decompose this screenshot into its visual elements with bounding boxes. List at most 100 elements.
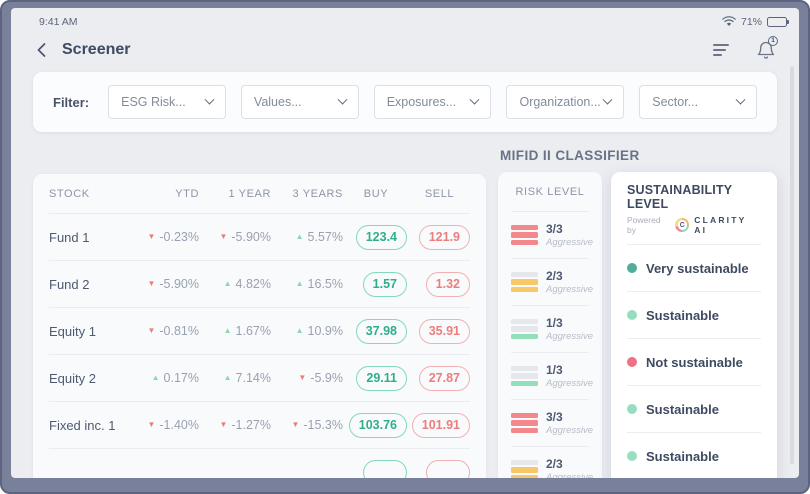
3years-change: ▲ 5.57% [295,230,343,244]
risk-row: 1/3 Aggressive [511,352,593,399]
buy-price-button[interactable]: 37.98 [355,318,407,344]
risk-score: 1/3 [546,315,563,330]
risk-score: 2/3 [546,268,563,283]
trend-icon: ▼ [147,326,156,335]
3years-change: ▼ -15.3% [291,418,343,432]
chevron-down-icon [470,94,480,105]
filter-bar: Filter: ESG Risk... Values... Exposures.… [33,72,777,132]
col-stock: STOCK [49,187,90,200]
buy-price-button[interactable]: 103.76 [348,412,407,438]
table-row[interactable]: Equity 2 ▲ 0.17% ▲ 7.14% ▼ -5.9% 29.11 27.8… [49,354,470,401]
buy-price-button[interactable]: 123.4 [355,224,407,250]
risk-bars-icon [511,271,538,293]
col-3years: 3 YEARS [292,187,343,200]
dropdown-sector[interactable]: Sector... [639,85,758,119]
screen: 9:41 AM 71% Screener [11,8,799,478]
risk-score: 2/3 [546,456,563,471]
notifications-button[interactable]: 1 [757,36,778,60]
sort-menu-icon[interactable] [713,44,729,56]
sell-price-button[interactable] [426,459,470,478]
sell-price-button[interactable]: 1.32 [425,271,470,297]
sell-price-button[interactable]: 121.9 [418,224,470,250]
sell-price-button[interactable]: 101.91 [411,412,470,438]
risk-row: 1/3 Aggressive [511,305,593,352]
risk-label: Aggressive [546,283,593,295]
chevron-down-icon [602,94,613,105]
trend-icon: ▲ [295,279,304,288]
sustainability-row: Not sustainable [627,339,761,386]
1year-change: ▲ 4.82% [223,277,271,291]
sustainability-dot-icon [627,310,637,320]
risk-row: 2/3 Aggressive [511,258,593,305]
trend-icon: ▲ [223,279,232,288]
dropdown-esg-risk[interactable]: ESG Risk... [108,85,226,119]
sustainability-row: Sustainable [627,386,761,433]
sustainability-label: Very sustainable [646,260,749,276]
1year-change: ▼ -1.27% [219,418,271,432]
col-ytd: YTD [175,187,199,200]
buy-price-button[interactable]: 1.57 [362,271,407,297]
status-time: 9:41 AM [39,15,78,28]
risk-row: 3/3 Aggressive [511,399,593,446]
bell-icon [757,40,775,60]
risk-row-partial: 2/3 Aggressive [511,446,593,478]
sustainability-dot-icon [627,357,637,367]
dropdown-organization[interactable]: Organization... [506,85,625,119]
3years-change: ▲ 10.9% [295,324,343,338]
trend-icon: ▼ [147,232,156,241]
trend-icon: ▼ [147,420,156,429]
scrollbar[interactable] [790,66,794,464]
battery-percent: 71% [740,15,762,28]
table-row-partial[interactable] [49,448,470,478]
risk-level-header: RISK LEVEL [515,185,585,198]
stock-name: Fund 1 [49,229,90,245]
chevron-down-icon [204,94,215,105]
sustainability-dot-icon [627,404,637,414]
chevron-left-icon [36,42,47,58]
back-button[interactable] [36,42,47,58]
powered-by-label: Powered by [627,215,661,235]
1year-change: ▲ 1.67% [223,324,271,338]
buy-price-button[interactable]: 29.11 [356,365,407,391]
risk-label: Aggressive [546,377,593,389]
table-row[interactable]: Fund 1 ▼ -0.23% ▼ -5.90% ▲ 5.57% 123.4 121.… [49,213,470,260]
dropdown-exposures[interactable]: Exposures... [373,85,492,119]
sell-price-button[interactable]: 35.91 [418,318,470,344]
risk-score: 1/3 [546,362,563,377]
sustainability-dot-icon [627,451,637,461]
classifier-title: MIFID II CLASSIFIER [500,148,640,163]
page-title: Screener [62,41,131,58]
trend-icon: ▼ [219,232,228,241]
col-1year: 1 YEAR [228,187,271,200]
stock-name: Fixed inc. 1 [49,417,116,433]
table-row[interactable]: Fund 2 ▼ -5.90% ▲ 4.82% ▲ 16.5% 1.57 1.32 [49,260,470,307]
sustainability-header: SUSTAINABILITY LEVEL Powered by C CLARIT… [627,172,761,245]
stock-name: Equity 1 [49,323,96,339]
battery-icon [767,16,789,27]
risk-bars-icon [511,318,538,340]
trend-icon: ▲ [223,373,232,382]
ytd-change: ▼ -0.81% [147,324,199,338]
1year-change: ▲ 7.14% [223,371,271,385]
trend-icon: ▼ [298,373,307,382]
risk-bars-icon [511,412,538,434]
sustainability-row: Sustainable [627,292,761,339]
sustainability-label: Sustainable [646,448,719,464]
ytd-change: ▼ -5.90% [147,277,199,291]
dropdown-values[interactable]: Values... [240,85,359,119]
sell-price-button[interactable]: 27.87 [418,365,470,391]
trend-icon: ▲ [295,326,304,335]
trend-icon: ▲ [223,326,232,335]
table-row[interactable]: Fixed inc. 1 ▼ -1.40% ▼ -1.27% ▼ -15.3% 103… [49,401,470,448]
buy-price-button[interactable] [363,459,407,478]
3years-change: ▲ 16.5% [295,277,343,291]
sustainability-label: Sustainable [646,307,719,323]
app-header: Screener 1 [11,30,799,72]
stocks-table: STOCK YTD 1 YEAR 3 YEARS BUY SELL Fund 1… [33,174,486,478]
risk-bars-icon [511,224,538,246]
col-buy: BUY [363,187,389,200]
table-row[interactable]: Equity 1 ▼ -0.81% ▲ 1.67% ▲ 10.9% 37.98 35.… [49,307,470,354]
risk-bars-icon [511,365,538,387]
trend-icon: ▲ [151,373,160,382]
